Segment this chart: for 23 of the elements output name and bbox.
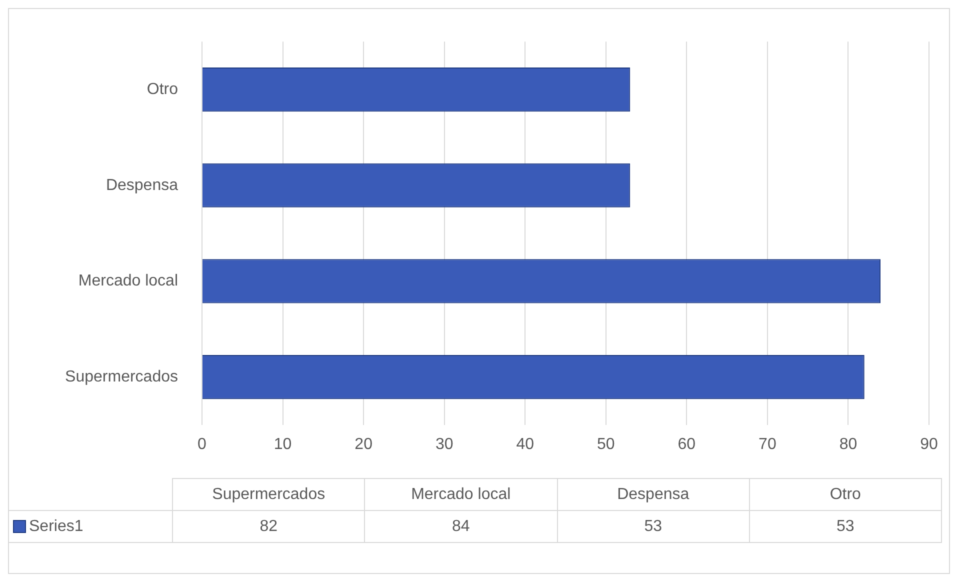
- x-tick-label: 30: [435, 436, 454, 454]
- x-tick-label: 70: [758, 436, 776, 454]
- data-label: 82: [172, 510, 366, 543]
- x-tick-label: 90: [920, 436, 938, 454]
- y-tick-label: Supermercados: [65, 368, 178, 386]
- data-label: 53: [748, 510, 942, 543]
- data-label: 53: [556, 510, 750, 543]
- x-tick-label: 60: [678, 436, 696, 454]
- legend-label: Series1: [29, 518, 84, 536]
- category-label: Mercado local: [364, 478, 558, 511]
- y-tick-label: Mercado local: [78, 272, 178, 290]
- category-label: Despensa: [556, 478, 750, 511]
- x-tick-label: 50: [596, 436, 615, 454]
- category-label: Supermercados: [172, 478, 366, 511]
- data-label: 84: [364, 510, 558, 543]
- x-tick-label: 10: [274, 436, 292, 454]
- category-label: Otro: [748, 478, 942, 511]
- y-tick-label: Despensa: [106, 176, 178, 194]
- x-tick-label: 80: [839, 436, 858, 454]
- y-tick-label: Otro: [146, 80, 178, 98]
- x-tick-label: 0: [198, 436, 207, 454]
- x-tick-label: 20: [354, 436, 373, 454]
- x-tick-label: 40: [516, 436, 534, 454]
